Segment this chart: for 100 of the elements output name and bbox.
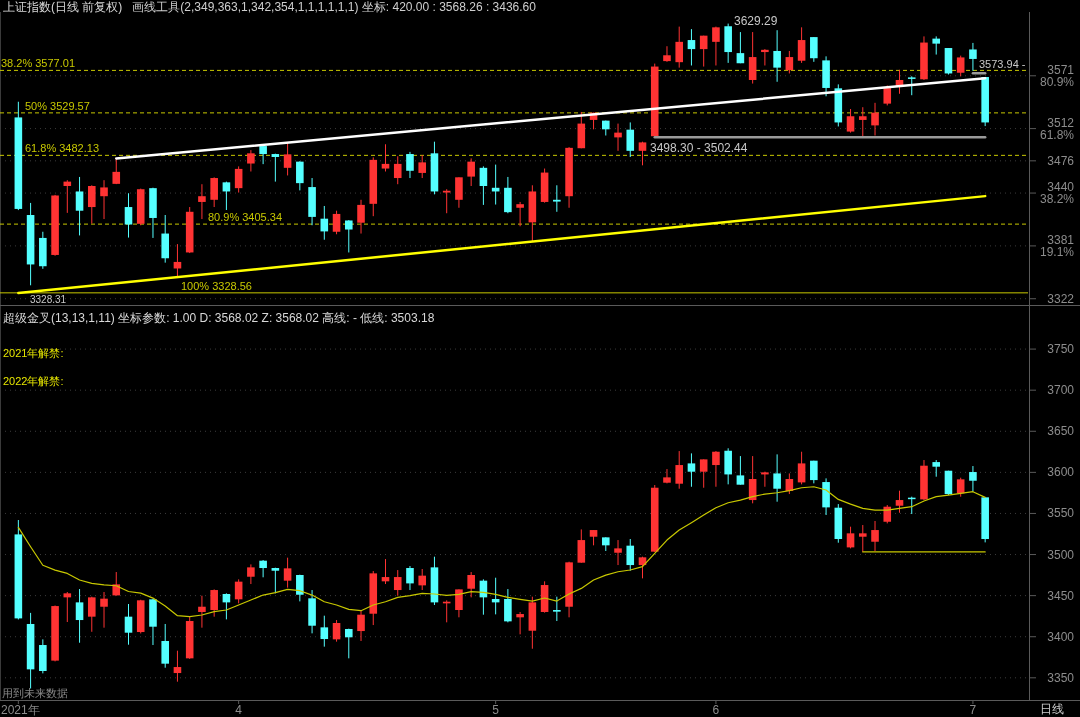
candlestick	[296, 160, 304, 191]
annotation: 2022年解禁:	[3, 375, 64, 387]
ref-line-label: 100% 3328.56	[181, 279, 252, 292]
candlestick	[846, 526, 855, 549]
candlestick	[418, 154, 427, 179]
y-tick-label: 3571 80.9%	[1039, 62, 1075, 89]
x-tick-label: 4	[235, 703, 243, 717]
candlestick	[479, 165, 488, 206]
candlestick	[332, 210, 341, 235]
candlestick	[687, 452, 696, 488]
candlestick	[883, 84, 892, 106]
x-tick-label: 7	[969, 703, 977, 717]
candlestick	[797, 451, 806, 485]
candlestick	[553, 184, 561, 213]
candlestick	[247, 149, 255, 172]
x-tick-label: 2021年	[1, 703, 40, 717]
candlestick	[736, 31, 745, 64]
candlestick	[675, 450, 684, 490]
candlestick	[198, 183, 206, 220]
candlestick	[516, 611, 524, 635]
candlestick	[626, 121, 635, 158]
chart-subtitle: 画线工具(2,349,363,1,342,354,1,1,1,1,1,1) 坐标: 420.00 : 3568.26 : 3436.60	[132, 0, 537, 14]
candlestick	[614, 539, 622, 566]
candlestick	[283, 142, 292, 176]
candlestick	[712, 26, 720, 66]
chart-title: 上证指数(日线 前复权)	[3, 0, 123, 14]
candlestick	[234, 165, 243, 194]
y-tick-label: 3400	[1047, 629, 1075, 644]
candlestick	[332, 619, 341, 643]
candlestick	[247, 563, 255, 585]
candlestick	[846, 108, 855, 134]
y-tick-label: 3440 38.2%	[1039, 180, 1075, 207]
candlestick	[577, 528, 586, 564]
ref-line-label: 38.2% 3577.01	[1, 57, 76, 70]
candlestick	[87, 184, 96, 225]
candlestick	[75, 588, 84, 644]
candlestick	[283, 557, 292, 589]
candlestick	[467, 157, 475, 187]
chart-title: 超级金叉(13,13,1,11) 坐标参数: 1.00 D: 3568.02 Z: 3568.02 高线: - 低线: 3503.18	[3, 311, 435, 325]
candlestick	[858, 106, 867, 138]
candlestick	[406, 565, 414, 591]
candlestick	[320, 615, 329, 648]
candlestick	[748, 31, 757, 85]
candlestick	[357, 199, 365, 235]
candlestick	[895, 490, 904, 514]
candlestick	[663, 45, 671, 63]
candlestick	[344, 219, 353, 253]
candlestick	[504, 588, 512, 623]
candlestick	[100, 179, 108, 220]
candlestick	[626, 538, 635, 572]
x-tick-label: 6	[712, 703, 720, 717]
candlestick	[161, 623, 170, 669]
candlestick	[969, 42, 977, 72]
candlestick	[418, 568, 427, 591]
candlestick	[932, 35, 941, 56]
candlestick	[87, 596, 96, 633]
candlestick	[871, 520, 879, 552]
candlestick	[871, 102, 879, 136]
annotation: 2021年解禁:	[3, 347, 64, 359]
y-tick-label: 3700	[1047, 383, 1075, 398]
y-tick-label: 3476	[1047, 153, 1075, 168]
annotation: 3629.29	[734, 14, 778, 28]
y-tick-label: 3750	[1047, 342, 1075, 357]
candlestick	[393, 569, 402, 597]
ref-line-label: 61.8% 3482.13	[25, 142, 100, 155]
candlestick	[675, 26, 684, 69]
candlestick	[773, 453, 781, 503]
annotation: 3498.30 - 3502.44	[650, 141, 748, 155]
candlestick	[75, 176, 84, 236]
text: 日线	[1040, 702, 1064, 716]
candlestick	[100, 591, 108, 629]
candlestick	[222, 181, 231, 211]
candlestick	[173, 650, 182, 683]
candlestick	[210, 176, 218, 208]
y-tick-label: 3550	[1047, 506, 1075, 521]
candlestick	[761, 471, 769, 488]
candlestick	[724, 447, 732, 485]
candlestick	[785, 50, 794, 74]
candlestick	[357, 609, 365, 642]
candlestick	[773, 29, 781, 83]
candlestick	[381, 143, 390, 172]
candlestick	[259, 559, 267, 578]
candlestick	[455, 588, 463, 618]
candlestick	[553, 596, 561, 622]
candlestick	[271, 153, 280, 183]
candlestick	[124, 192, 133, 239]
candlestick	[442, 188, 451, 214]
candlestick	[956, 55, 965, 77]
candlestick	[455, 176, 463, 209]
annotation: 用到未来数据	[2, 687, 68, 699]
ref-line-label: 80.9% 3405.34	[208, 211, 283, 224]
candlestick	[112, 157, 121, 185]
candlestick	[810, 36, 818, 63]
candlestick	[797, 26, 806, 64]
candlestick	[687, 28, 696, 66]
candlestick	[344, 628, 353, 659]
candlestick	[124, 603, 133, 646]
y-tick-label: 3500	[1047, 547, 1075, 562]
candlestick	[210, 588, 218, 618]
y-tick-label: 3450	[1047, 588, 1075, 603]
